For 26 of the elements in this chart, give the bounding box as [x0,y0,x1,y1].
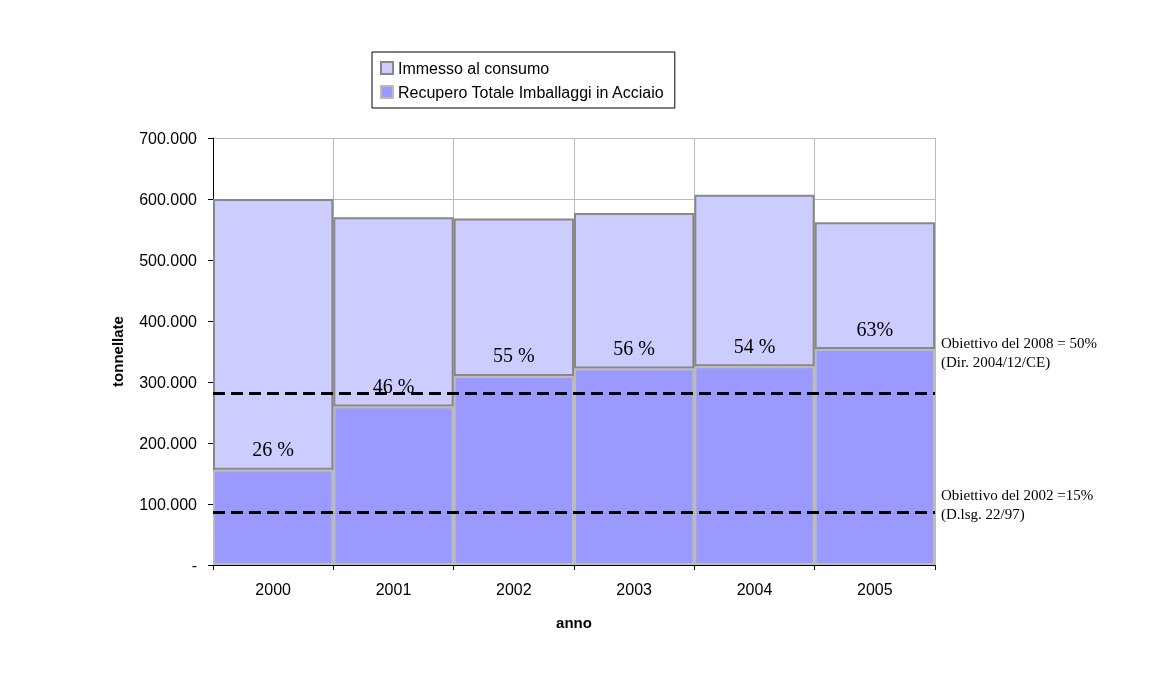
y-tick-label: 200.000 [139,434,198,452]
text: Obiettivo del 2002 =15% (D.lsg. 22/97) [941,486,1094,523]
text: Obiettivo del 2008 = 50% (Dir. 2004/12/CE) [941,334,1097,371]
y-tick-label: 300.000 [139,373,198,391]
annotation: 56 % [613,337,655,360]
x-tick-label: 2001 [375,580,412,598]
y-tick-label: 400.000 [139,312,198,330]
y-tick-label: 700.000 [139,129,198,147]
annotation: 55 % [493,344,535,367]
annotation: 63% [856,317,894,340]
x-axis-title: anno [556,614,592,631]
x-tick-label: 2000 [255,580,292,598]
y-tick-label: - [191,556,197,574]
y-axis-title: tonnellate [109,316,126,387]
x-tick-label: 2004 [736,580,773,598]
legend-label: Immesso al consumo [398,59,550,77]
y-tick-label: 100.000 [139,495,198,513]
y-tick-label: 500.000 [139,251,198,269]
annotation: 26 % [252,438,294,461]
y-tick-label: 600.000 [139,190,198,208]
legend-label: Recupero Totale Imballaggi in Acciaio [398,83,664,101]
annotation: 46 % [372,374,415,397]
x-tick-label: 2003 [616,580,653,598]
annotation: 54 % [733,334,776,357]
x-tick-label: 2002 [496,580,532,598]
x-tick-label: 2005 [857,580,893,598]
